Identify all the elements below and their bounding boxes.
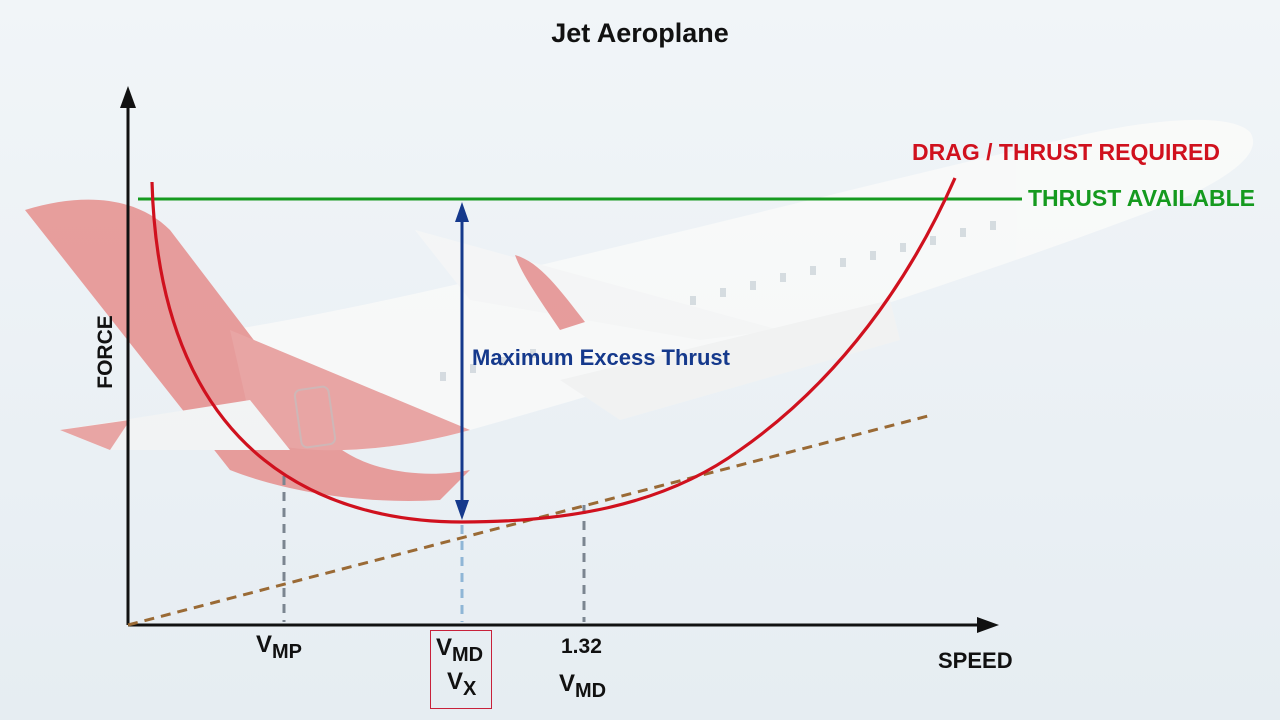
winglet [515, 255, 585, 330]
vx-label: VX [447, 668, 477, 700]
wing-far [415, 230, 780, 340]
vmd-132-label: VMD [559, 670, 607, 702]
excess-thrust-label: Maximum Excess Thrust [472, 345, 730, 370]
vmd-main: V [436, 634, 453, 661]
axes [120, 86, 999, 633]
vmd2-main: V [559, 670, 576, 697]
thrust-available-label: THRUST AVAILABLE [1028, 185, 1256, 211]
factor-label: 1.32 [561, 635, 602, 658]
excess-thrust-arrow [455, 202, 469, 520]
vmp-sub: MP [272, 641, 303, 663]
fuselage [230, 119, 1254, 451]
tail-cone [230, 330, 470, 451]
stabilizer-tip [60, 420, 130, 450]
vx-main: V [447, 668, 464, 695]
wing-near [560, 300, 900, 420]
vmp-main: V [256, 631, 273, 658]
arrow-down-icon [455, 500, 469, 520]
y-axis-label: FORCE [94, 315, 117, 389]
drag-curve-label: DRAG / THRUST REQUIRED [912, 139, 1220, 165]
arrow-up-icon [455, 202, 469, 222]
vmd-sub: MD [452, 644, 484, 666]
vmd-vx-highlight-box [430, 630, 492, 709]
drag-curve [150, 177, 957, 524]
vx-sub: X [463, 678, 477, 700]
x-axis-label: SPEED [938, 648, 1013, 673]
vmp-label: VMP [256, 631, 303, 663]
rear-door [293, 385, 337, 449]
cabin-windows [440, 221, 996, 381]
x-axis-arrow-icon [977, 617, 999, 633]
vmd-label: VMD [436, 634, 484, 666]
page-title: Jet Aeroplane [551, 18, 729, 48]
vmd2-sub: MD [575, 680, 607, 702]
y-axis-arrow-icon [120, 86, 136, 108]
aircraft-illustration [25, 119, 1254, 501]
